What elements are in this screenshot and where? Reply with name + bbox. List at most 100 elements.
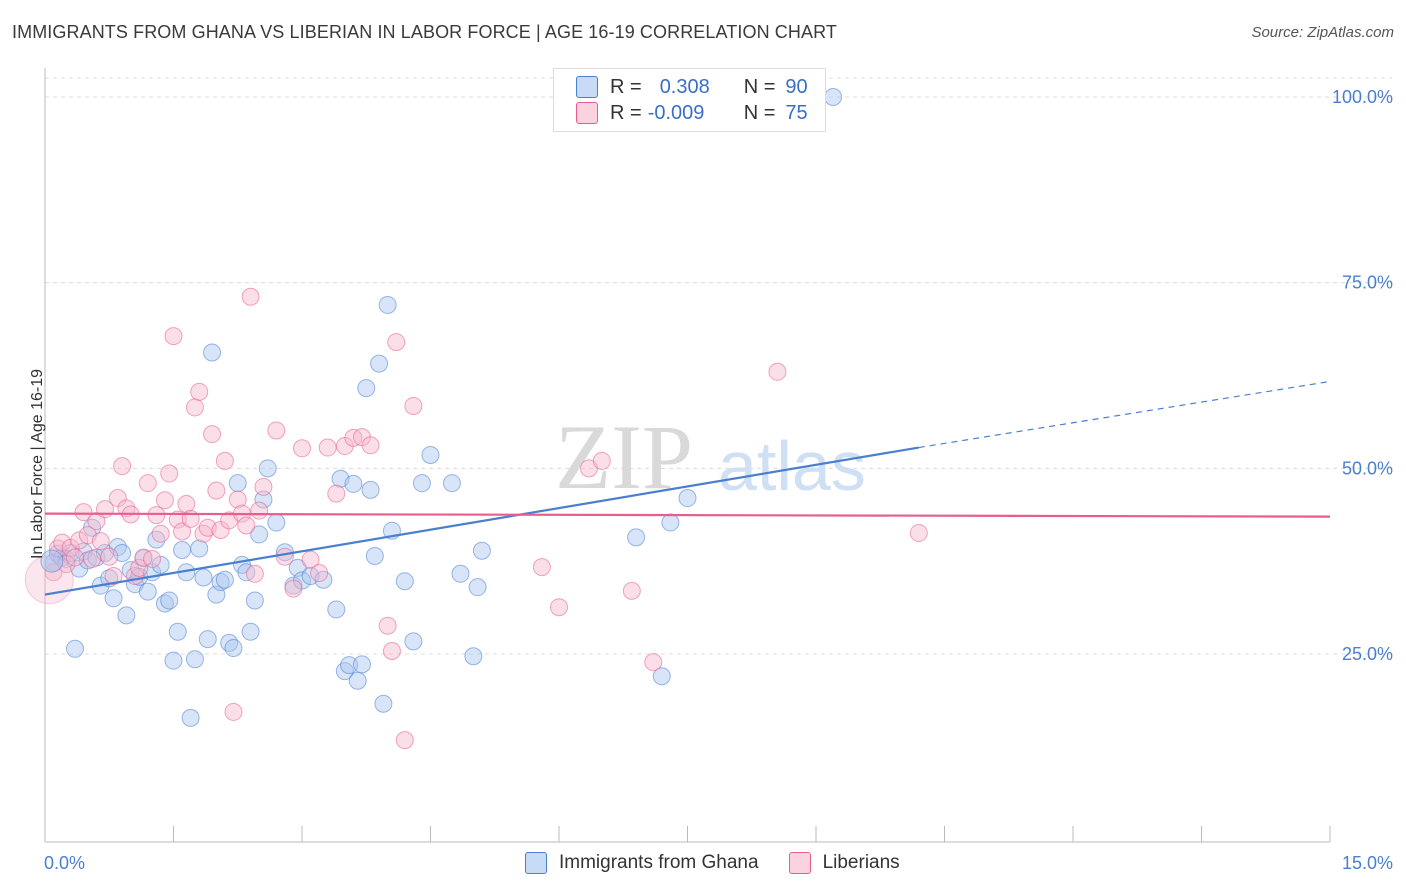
ghana-point	[824, 88, 843, 106]
liberian-point	[74, 503, 93, 522]
ghana-point	[258, 459, 277, 478]
ghana-point	[203, 343, 222, 362]
liberian-point	[267, 421, 286, 440]
liberian-point	[250, 501, 269, 520]
liberian-point	[532, 558, 551, 577]
legend-swatch-ghana	[576, 76, 598, 98]
liberian-trend-line	[44, 512, 1331, 518]
data-points	[24, 88, 928, 750]
liberian-point	[310, 564, 329, 583]
liberian-point	[284, 579, 303, 598]
ghana-point	[627, 528, 646, 547]
liberian-point	[387, 333, 406, 352]
liberian-point	[254, 477, 273, 496]
legend-r-value: 0.308	[659, 75, 710, 98]
liberian-point	[644, 653, 663, 672]
ghana-point	[194, 568, 213, 587]
ghana-point	[117, 606, 136, 625]
chart-title: IMMIGRANTS FROM GHANA VS LIBERIAN IN LAB…	[12, 22, 837, 42]
legend-swatch-ghana	[525, 852, 547, 874]
ghana-point	[361, 480, 380, 499]
liberian-point	[228, 490, 247, 509]
ghana-point	[164, 651, 183, 670]
liberian-point	[147, 506, 166, 525]
y-tick-label: 25.0%	[1342, 644, 1393, 664]
liberian-point	[241, 287, 260, 306]
legend-n-label: N =	[743, 101, 776, 124]
tick-labels: 25.0% 50.0% 75.0% 100.0% 0.0% 15.0%	[44, 87, 1393, 873]
liberian-point	[151, 524, 170, 543]
stats-legend: R = 0.308 N = 90 R = -0.009 N = 75	[553, 68, 826, 132]
legend-label-liberians: Liberians	[822, 852, 900, 873]
liberian-point	[237, 516, 256, 535]
y-tick-label: 100.0%	[1332, 87, 1393, 107]
legend-n-value: 75	[785, 101, 808, 124]
ghana-point	[65, 639, 84, 658]
liberian-point	[130, 558, 149, 577]
liberian-point	[382, 642, 401, 661]
y-axis-label: In Labor Force | Age 16-19	[29, 368, 46, 560]
legend-r-label: R =	[610, 101, 642, 124]
legend-row-ghana: R = 0.308 N = 90	[576, 75, 808, 99]
legend-label-ghana: Immigrants from Ghana	[559, 852, 759, 873]
liberian-point	[143, 549, 162, 568]
liberian-point	[378, 616, 397, 635]
ghana-point	[374, 694, 393, 713]
liberian-point	[164, 327, 183, 346]
ghana-point	[442, 474, 461, 493]
ghana-point	[421, 445, 440, 464]
ghana-point	[181, 708, 200, 727]
liberian-point	[361, 436, 380, 455]
legend-n-label: N =	[743, 75, 776, 98]
ghana-point	[472, 541, 491, 560]
liberian-point	[190, 382, 209, 401]
axes	[44, 68, 1331, 843]
source-label: Source: ZipAtlas.com	[1251, 24, 1394, 41]
ghana-point	[250, 525, 269, 544]
ghana-point	[464, 647, 483, 666]
legend-row-liberians: R = -0.009 N = 75	[576, 101, 808, 125]
ghana-point	[185, 650, 204, 669]
ghana-point	[198, 630, 217, 649]
ghana-point	[215, 570, 234, 589]
y-tick-label: 75.0%	[1342, 273, 1393, 293]
ghana-point	[661, 513, 680, 532]
liberian-point	[550, 598, 568, 617]
ghana-point	[224, 639, 243, 658]
liberian-point	[113, 457, 132, 476]
liberian-point	[177, 494, 196, 513]
liberian-point	[91, 532, 110, 551]
trend-lines	[44, 380, 1331, 596]
liberian-point	[301, 550, 320, 569]
liberian-point	[203, 425, 222, 444]
ghana-point	[451, 564, 470, 583]
liberian-point	[70, 531, 89, 550]
watermark: ZIP atlas	[555, 406, 866, 508]
ghana-point	[138, 582, 157, 601]
legend-n-value: 90	[785, 75, 808, 98]
liberian-point	[173, 522, 192, 541]
ghana-point	[228, 474, 247, 493]
liberian-point	[293, 439, 311, 458]
ghana-point	[267, 513, 286, 532]
x-tick-label: 0.0%	[44, 853, 85, 873]
ghana-trend-extension	[918, 380, 1331, 449]
liberian-point	[395, 731, 414, 750]
ghana-point	[160, 591, 179, 610]
ghana-point	[344, 474, 363, 493]
liberian-point	[168, 510, 187, 529]
ghana-point	[468, 578, 487, 597]
ghana-point	[245, 591, 264, 610]
ghana-point	[678, 489, 697, 508]
ghana-point	[173, 541, 192, 560]
liberian-point	[224, 702, 243, 721]
ghana-point	[348, 671, 367, 690]
ghana-trend-line	[44, 446, 919, 596]
ghana-point	[378, 295, 397, 314]
liberian-point	[160, 464, 179, 483]
ghana-point	[190, 539, 209, 558]
liberian-point	[138, 474, 157, 493]
legend-swatch-liberians	[576, 102, 598, 124]
ghana-point	[254, 490, 273, 509]
y-tick-label: 50.0%	[1342, 458, 1393, 478]
